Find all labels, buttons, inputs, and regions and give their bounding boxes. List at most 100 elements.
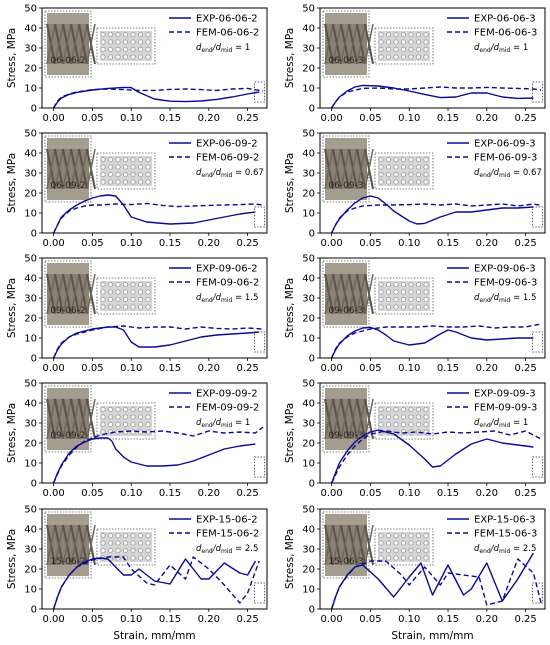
- photo-strut: [70, 524, 80, 566]
- photo-strut: [332, 273, 342, 315]
- specimen-photo: 09-09-3: [322, 385, 374, 453]
- lattice-cell: [107, 296, 114, 303]
- x-tick-label: 0.20: [198, 363, 220, 374]
- photo-strut: [340, 398, 350, 440]
- y-tick-label: 10: [302, 84, 315, 95]
- photo-strut: [78, 398, 88, 440]
- lattice-cell: [378, 39, 384, 45]
- ratio-part: end: [201, 548, 212, 555]
- lattice-cell: [122, 164, 129, 170]
- photo-strut: [86, 273, 96, 315]
- x-tick-label: 0.15: [437, 614, 459, 625]
- lattice-cell: [115, 31, 121, 38]
- lattice-cell: [415, 304, 422, 310]
- lattice-cell: [122, 296, 129, 303]
- lattice-cell: [400, 414, 407, 420]
- plot-frame: [41, 132, 268, 234]
- lattice-cell: [100, 46, 106, 53]
- lattice-cell: [115, 281, 121, 288]
- lattice-cell: [130, 289, 136, 295]
- lattice-cell: [385, 164, 392, 170]
- ratio-part: end: [479, 548, 490, 555]
- lattice-cell: [378, 296, 384, 303]
- ratio-part: = 1: [232, 43, 250, 53]
- lattice-cell: [115, 289, 121, 295]
- photo-strut: [70, 273, 80, 315]
- lattice-cell: [378, 304, 384, 310]
- lattice-cell: [385, 54, 392, 60]
- chart-panel-09-06-2: 0 10 20 30 40 50 0.00 0.05 0.10 0.15 0.20 0.25 Stres…: [6, 254, 268, 374]
- legend: EXP-09-09-2 FEM-09-09-2: [169, 389, 259, 414]
- lattice-cell: [385, 156, 392, 163]
- lattice-cell: [145, 54, 151, 60]
- lattice-cell: [400, 532, 407, 539]
- lattice-cell: [408, 31, 414, 38]
- lattice-cell: [423, 179, 429, 185]
- legend-label: EXP-06-09-3: [474, 139, 536, 150]
- lattice-cell: [385, 296, 392, 303]
- x-tick-label: 0.00: [321, 614, 343, 625]
- lattice-cell: [400, 39, 407, 45]
- lattice-cell: [393, 555, 399, 561]
- x-tick-label: 0.05: [81, 238, 103, 249]
- ratio-part: end: [479, 172, 490, 179]
- exp-series-line: [53, 86, 260, 109]
- lattice-cell: [378, 289, 384, 295]
- y-tick-label: 20: [302, 64, 315, 75]
- x-tick-label: 0.00: [43, 614, 65, 625]
- lattice-cell: [145, 532, 151, 539]
- lattice-cell: [115, 547, 121, 554]
- ratio-part: mid: [499, 47, 511, 54]
- x-tick-label: 0.20: [476, 113, 498, 124]
- lattice-cell: [100, 31, 106, 38]
- lattice-cell: [122, 547, 129, 554]
- photo-strut: [54, 273, 64, 315]
- y-axis-label: Stress, MPa: [6, 278, 18, 338]
- x-tick-label: 0.05: [359, 113, 381, 124]
- legend-label: FEM-09-06-2: [196, 278, 259, 289]
- lattice-cell: [378, 179, 384, 185]
- y-tick-label: 10: [302, 585, 315, 596]
- lattice-cell: [107, 421, 114, 428]
- y-tick-label: 50: [302, 4, 315, 15]
- chart-panel-09-09-2: 0 10 20 30 40 50 0.00 0.05 0.10 0.15 0.20 0.25 Stres…: [6, 379, 268, 499]
- ratio-part: d: [474, 168, 480, 178]
- legend: EXP-09-06-2 FEM-09-06-2: [169, 264, 259, 289]
- y-tick-label: 40: [24, 149, 37, 160]
- legend-label: EXP-06-06-2: [196, 14, 258, 25]
- lattice-cell: [385, 547, 392, 554]
- y-tick-label: 30: [302, 419, 315, 430]
- y-axis-label: Stress, MPa: [6, 28, 18, 88]
- lattice-frame: [374, 528, 434, 566]
- lattice-cell: [122, 532, 129, 539]
- x-tick-label: 0.20: [198, 113, 220, 124]
- lattice-cell: [408, 296, 414, 303]
- photo-strut: [324, 148, 334, 190]
- legend: EXP-15-06-3 FEM-15-06-3: [447, 515, 537, 540]
- photo-strut: [78, 273, 88, 315]
- lattice-cell: [145, 164, 151, 170]
- x-tick-label: 0.20: [476, 363, 498, 374]
- lattice-cell: [400, 164, 407, 170]
- lattice-cell: [393, 39, 399, 45]
- x-tick-label: 0.10: [398, 113, 420, 124]
- photo-strut: [324, 23, 334, 65]
- legend-label: EXP-09-06-3: [474, 264, 536, 275]
- y-tick-label: 50: [302, 254, 315, 265]
- y-tick-label: 30: [24, 169, 37, 180]
- legend-label: EXP-09-09-3: [474, 389, 536, 400]
- lattice-cell: [378, 46, 384, 53]
- photo-strut: [70, 398, 80, 440]
- lattice-cell: [415, 296, 422, 303]
- lattice-cell: [137, 540, 144, 546]
- x-tick-label: 0.10: [398, 488, 420, 499]
- specimen-photo: 15-06-3: [322, 511, 374, 579]
- ratio-part: d: [196, 168, 202, 178]
- lattice-cell: [107, 532, 114, 539]
- lattice-cell: [415, 46, 422, 53]
- x-tick-label: 0.20: [476, 614, 498, 625]
- ratio-part: end: [479, 47, 490, 54]
- y-tick-label: 10: [302, 334, 315, 345]
- lattice-cell: [400, 46, 407, 53]
- lattice-cell: [393, 31, 399, 38]
